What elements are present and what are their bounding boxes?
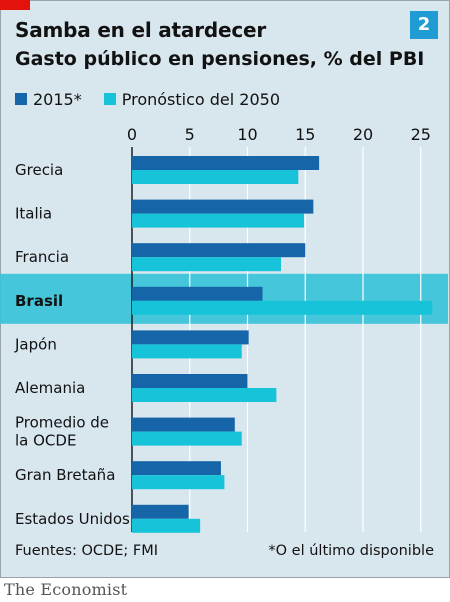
bar-2050 — [132, 257, 281, 272]
category-label: Estados Unidos — [15, 510, 130, 528]
x-tick-label: 5 — [185, 125, 195, 144]
bar-2050 — [132, 213, 305, 228]
x-tick-label: 25 — [411, 125, 431, 144]
bar-2050 — [132, 344, 242, 359]
chart-title: Samba en el atardecer — [15, 18, 267, 42]
legend-item-2050: Pronóstico del 2050 — [103, 89, 281, 109]
category-label: Japón — [14, 335, 57, 353]
x-tick-label: 15 — [295, 125, 315, 144]
source-note: Fuentes: OCDE; FMI — [15, 543, 158, 559]
bar-2015 — [132, 156, 320, 170]
x-tick-label: 0 — [127, 125, 137, 144]
category-label: Italia — [15, 205, 52, 223]
bar-2050 — [132, 475, 225, 490]
category-label: Francia — [15, 248, 69, 266]
legend-swatch-2050 — [103, 93, 116, 105]
chart-subtitle: Gasto público en pensiones, % del PBI — [15, 48, 425, 70]
bar-2050 — [132, 388, 277, 402]
footnote: *O el último disponible — [268, 543, 434, 559]
bar-2015 — [132, 417, 235, 432]
bar-2050 — [132, 518, 201, 533]
x-tick-label: 20 — [353, 125, 373, 144]
legend-swatch-2015 — [15, 93, 27, 105]
category-label: Gran Bretaña — [15, 466, 115, 484]
legend-item-2015: 2015* — [15, 90, 82, 109]
category-label: Brasil — [15, 292, 63, 310]
bar-2050 — [132, 300, 433, 315]
bar-2015 — [132, 199, 314, 214]
bar-2015 — [132, 243, 306, 258]
publisher-credit: The Economist — [4, 580, 128, 599]
bar-2015 — [132, 330, 249, 345]
legend-label-2015: 2015* — [33, 89, 82, 109]
bar-2050 — [132, 431, 242, 446]
category-label: Alemania — [15, 379, 85, 397]
bar-2050 — [132, 170, 299, 184]
bar-2015 — [132, 286, 263, 301]
legend-label-2050: Pronóstico del 2050 — [121, 89, 281, 109]
category-label: Grecia — [15, 161, 63, 179]
bar-2015 — [132, 461, 221, 476]
legend: 2015* Pronóstico del 2050 — [15, 88, 302, 110]
x-tick-label: 10 — [237, 125, 257, 144]
bar-2015 — [132, 374, 248, 388]
brand-red-tag — [0, 0, 30, 10]
chart-number-badge: 2 — [410, 11, 438, 39]
bar-2015 — [132, 504, 189, 519]
category-label: Promedio de la OCDE — [15, 414, 109, 450]
